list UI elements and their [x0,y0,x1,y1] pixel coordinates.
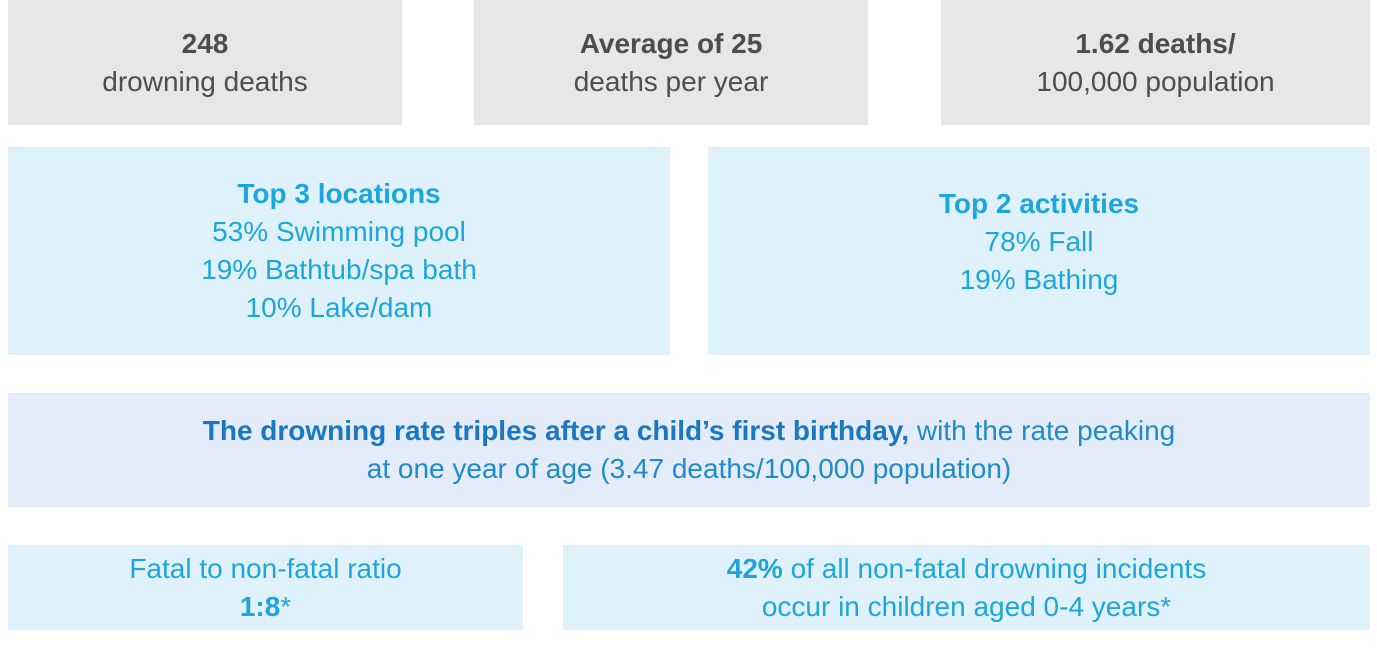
location-item: 10% Lake/dam [245,292,433,323]
stat-box: Average of 25 deaths per year [474,0,868,125]
stat-headline: 248 [181,27,229,59]
activity-item: 78% Fall [984,226,1094,257]
stat-text: deaths per year [573,65,769,97]
ratio-line: 1:8* [240,588,291,626]
highlight-bold: The drowning rate triples after a child’… [202,415,910,446]
highlight-line: The drowning rate triples after a child’… [203,412,1176,450]
ratio-note: * [280,590,292,622]
stat-headline: Average of 25 [579,27,763,59]
activities-box: Top 2 activities 78% Fall 19% Bathing [708,147,1370,355]
stat-box: 248 drowning deaths [8,0,402,125]
stat-text: drowning deaths [102,65,308,97]
highlight-line: at one year of age (3.47 deaths/100,000 … [366,453,1012,484]
nonfatal-line: 42% of all non-fatal drowning incidents [727,550,1206,588]
locations-box: Top 3 locations 53% Swimming pool 19% Ba… [8,147,670,355]
highlight-box: The drowning rate triples after a child’… [8,393,1370,507]
ratio-box: Fatal to non-fatal ratio 1:8* [8,545,523,630]
location-item: 53% Swimming pool [212,216,466,247]
highlight-text: with the rate peaking [916,415,1176,446]
activities-title: Top 2 activities [938,188,1140,219]
location-item: 19% Bathtub/spa bath [201,254,477,285]
ratio-text: Fatal to non-fatal ratio [129,552,402,584]
locations-title: Top 3 locations [237,178,441,209]
activity-item: 19% Bathing [959,264,1119,295]
stat-headline: 1.62 deaths/ [1075,27,1236,59]
nonfatal-text: occur in children aged 0-4 years* [761,590,1172,622]
nonfatal-box: 42% of all non-fatal drowning incidents … [563,545,1370,630]
ratio-value: 1:8 [239,590,281,622]
nonfatal-text: of all non-fatal drowning incidents [790,552,1207,584]
stat-box: 1.62 deaths/ 100,000 population [941,0,1370,125]
nonfatal-value: 42% [726,552,783,584]
stat-text: 100,000 population [1036,65,1275,97]
